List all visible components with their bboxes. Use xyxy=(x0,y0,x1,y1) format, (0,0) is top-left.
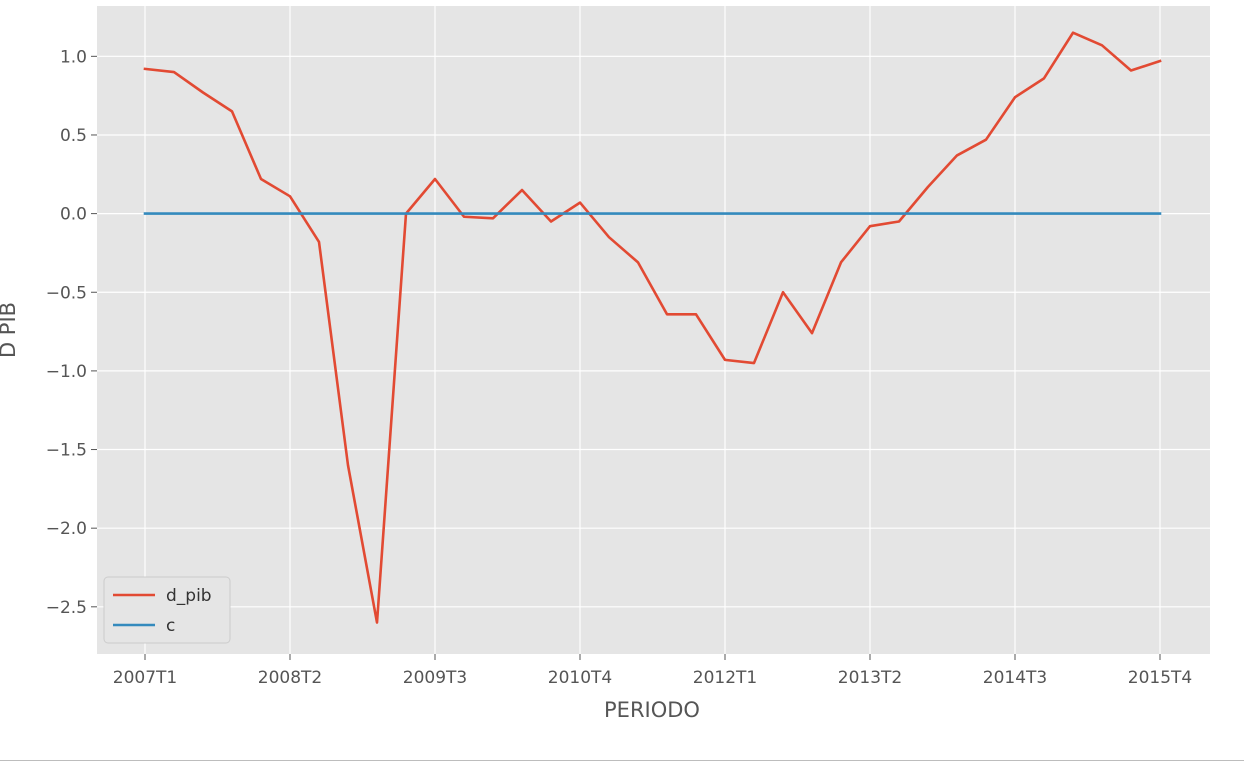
series-lines xyxy=(143,31,1162,624)
x-axis-ticks: 2007T1 2008T2 2009T3 2010T4 2012T1 2013T2 2014… xyxy=(113,654,1192,688)
y-tick-label: 0.0 xyxy=(60,205,87,225)
y-axis-label: D PIB xyxy=(0,302,20,358)
legend-label-d-pib: d_pib xyxy=(166,586,212,606)
x-tick-label: 2007T1 xyxy=(113,668,177,688)
grid-lines xyxy=(97,6,1210,654)
series-line-d-pib xyxy=(143,31,1162,624)
y-tick-label: 1.0 xyxy=(60,47,87,67)
page-divider xyxy=(0,760,1244,761)
legend: d_pib c xyxy=(103,576,231,644)
legend-box xyxy=(103,576,231,644)
x-tick-label: 2008T2 xyxy=(258,668,322,688)
x-tick-label: 2014T3 xyxy=(983,668,1047,688)
y-tick-label: −1.5 xyxy=(46,441,87,461)
plot-area xyxy=(97,6,1210,654)
x-tick-label: 2012T1 xyxy=(693,668,757,688)
x-tick-label: 2013T2 xyxy=(838,668,902,688)
x-tick-label: 2009T3 xyxy=(403,668,467,688)
x-axis-label: PERIODO xyxy=(604,698,700,722)
y-tick-label: 0.5 xyxy=(60,126,87,146)
y-tick-label: −2.0 xyxy=(46,519,87,539)
y-tick-label: −0.5 xyxy=(46,283,87,303)
y-tick-label: −1.0 xyxy=(46,362,87,382)
legend-label-c: c xyxy=(166,616,175,636)
x-tick-label: 2010T4 xyxy=(548,668,612,688)
y-axis-ticks: 1.0 0.5 0.0 −0.5 −1.0 −1.5 −2.0 −2.5 xyxy=(46,47,97,618)
x-tick-label: 2015T4 xyxy=(1128,668,1192,688)
y-tick-label: −2.5 xyxy=(46,598,87,618)
